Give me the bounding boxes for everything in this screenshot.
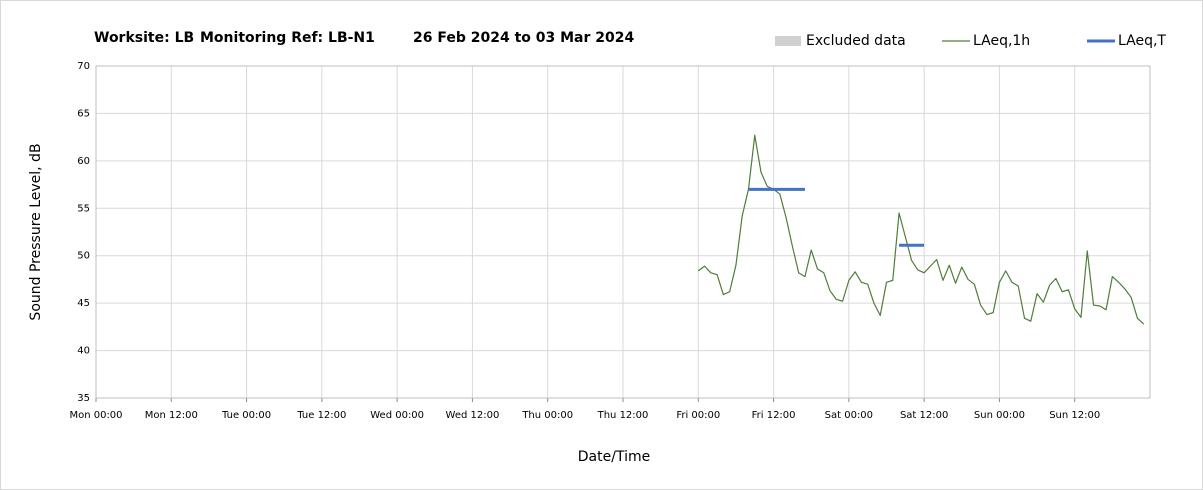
legend-swatch (775, 36, 801, 46)
x-tick-label: Fri 12:00 (752, 410, 796, 421)
x-tick-label: Mon 00:00 (69, 410, 122, 421)
y-tick-label: 50 (77, 251, 90, 262)
chart-title-dates: 26 Feb 2024 to 03 Mar 2024 (413, 30, 635, 46)
x-tick-label: Tue 12:00 (296, 410, 346, 421)
y-tick-label: 70 (77, 61, 90, 72)
y-tick-label: 55 (77, 203, 90, 214)
legend-label: LAeq,T (1118, 33, 1166, 49)
chart-title-site: Worksite: LB (94, 30, 194, 46)
y-tick-label: 35 (77, 393, 90, 404)
x-tick-label: Wed 12:00 (446, 410, 500, 421)
y-tick-label: 60 (77, 156, 90, 167)
x-tick-label: Mon 12:00 (145, 410, 198, 421)
x-tick-label: Sun 12:00 (1049, 410, 1100, 421)
x-tick-label: Fri 00:00 (676, 410, 720, 421)
title: Worksite: LB Monitoring Ref: LB-N1 26 Fe… (94, 30, 635, 46)
y-tick-label: 40 (77, 346, 90, 357)
legend-label: LAeq,1h (973, 33, 1030, 49)
chart-title-ref: Monitoring Ref: LB-N1 (200, 30, 375, 46)
x-tick-label: Thu 00:00 (521, 410, 573, 421)
x-tick-label: Tue 00:00 (221, 410, 271, 421)
x-tick-label: Sat 00:00 (825, 410, 873, 421)
plot-frame (95, 65, 1151, 399)
x-tick-label: Wed 00:00 (370, 410, 424, 421)
x-tick-label: Sun 00:00 (974, 410, 1025, 421)
y-axis-label: Sound Pressure Level, dB (28, 143, 44, 320)
x-tick-label: Sat 12:00 (900, 410, 948, 421)
y-tick-label: 65 (77, 108, 90, 119)
x-tick-label: Thu 12:00 (597, 410, 649, 421)
x-axis-label: Date/Time (578, 449, 650, 465)
y-tick-label: 45 (77, 298, 90, 309)
legend-label: Excluded data (806, 33, 906, 49)
